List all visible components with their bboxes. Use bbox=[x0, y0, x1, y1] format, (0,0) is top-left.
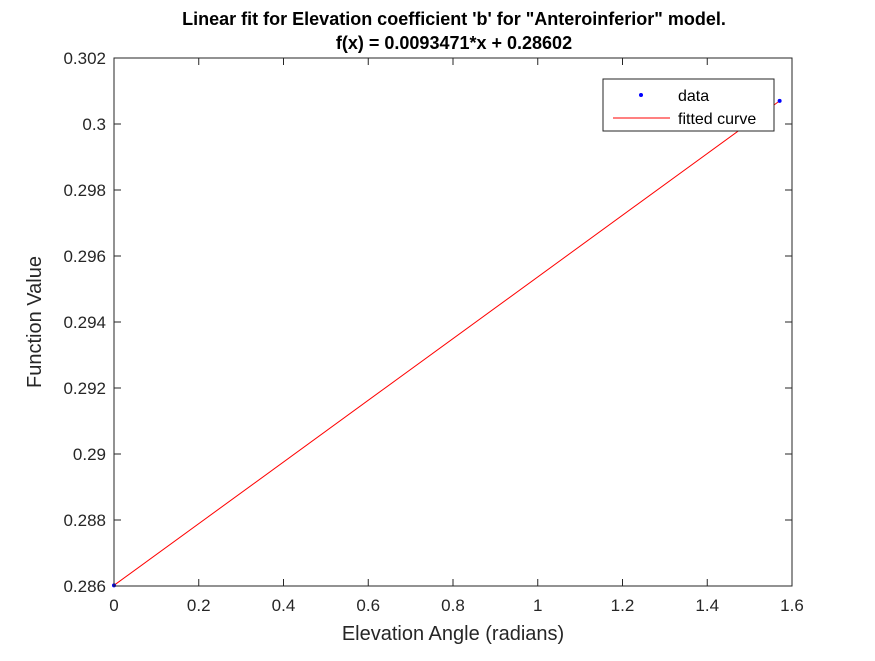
chart-title: Linear fit for Elevation coefficient 'b'… bbox=[182, 9, 726, 29]
x-tick-label: 1.4 bbox=[695, 596, 719, 615]
series-line-fitted-curve bbox=[113, 100, 780, 586]
chart-subtitle: f(x) = 0.0093471*x + 0.28602 bbox=[336, 33, 572, 53]
y-tick-label: 0.296 bbox=[63, 247, 106, 266]
y-tick-label: 0.302 bbox=[63, 49, 106, 68]
x-tick-label: 0.6 bbox=[356, 596, 380, 615]
legend-label-data: data bbox=[678, 88, 709, 105]
y-tick-label: 0.294 bbox=[63, 313, 106, 332]
y-tick-label: 0.298 bbox=[63, 181, 106, 200]
legend-label-fitted-curve: fitted curve bbox=[678, 111, 756, 128]
x-tick-label: 1.2 bbox=[611, 596, 635, 615]
x-axis-label: Elevation Angle (radians) bbox=[342, 623, 564, 645]
y-tick-label: 0.3 bbox=[82, 115, 106, 134]
legend-marker-data bbox=[639, 93, 643, 97]
plot-area bbox=[114, 58, 792, 586]
data-point bbox=[777, 98, 782, 103]
y-tick-label: 0.292 bbox=[63, 379, 106, 398]
legend-box bbox=[602, 78, 775, 132]
y-tick-label: 0.288 bbox=[63, 511, 106, 530]
ticks-layer: 0 0.2 0.4 0.6 0.8 1 1.2 1.4 1.6 0.286 0.288 0.29 0.2… bbox=[63, 49, 803, 615]
axes-box bbox=[113, 57, 793, 587]
x-tick-label: 0.8 bbox=[441, 596, 465, 615]
x-tick-label: 0.4 bbox=[272, 596, 296, 615]
x-tick-label: 0.2 bbox=[187, 596, 211, 615]
x-tick-label: 1 bbox=[533, 596, 542, 615]
x-tick-label: 1.6 bbox=[780, 596, 804, 615]
y-tick-label: 0.286 bbox=[63, 577, 106, 596]
x-tick-label: 0 bbox=[109, 596, 118, 615]
y-axis-label: Function Value bbox=[24, 256, 46, 388]
legend: data fitted curve bbox=[602, 78, 775, 132]
y-tick-label: 0.29 bbox=[73, 445, 106, 464]
